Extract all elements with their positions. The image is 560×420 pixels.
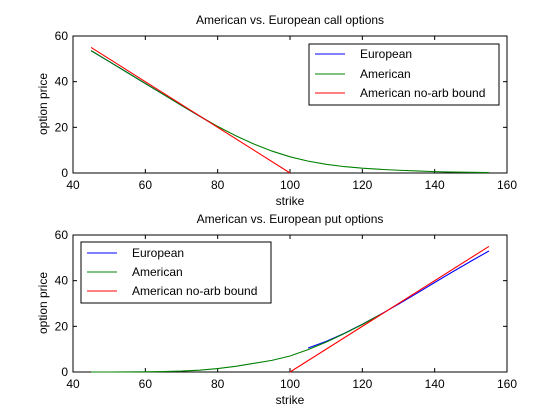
call-y-tick-label: 0 [61,166,68,180]
call-x-tick-label: 80 [211,178,225,192]
put-chart-title: American vs. European put options [197,212,384,226]
put-x-axis-label: strike [276,393,305,407]
call-legend-label-european: European [360,47,412,61]
call-series-line-american [90,50,489,174]
put-series-line-noarb [289,245,490,373]
call-series-line-noarb [90,46,291,174]
call-legend-label-american: American [360,67,411,81]
put-x-tick-label: 120 [352,377,372,391]
put-x-tick-label: 160 [497,377,517,391]
call-x-tick-label: 100 [280,178,300,192]
put-legend-label-noarb: American no-arb bound [132,284,257,298]
put-legend-label-american: American [132,265,183,279]
put-legend: European American American no-arb bound [80,241,272,304]
put-series-group [91,245,490,373]
put-y-tick-label: 40 [55,274,69,288]
put-x-tick-label: 140 [425,377,445,391]
call-y-axis-label: option price [36,73,50,135]
call-x-tick-label: 40 [66,178,80,192]
put-series-line-american [91,313,381,373]
put-y-tick-label: 20 [55,319,69,333]
call-series-group [90,46,489,174]
put-x-tick-label: 60 [139,377,153,391]
put-x-tick-label: 80 [211,377,225,391]
put-y-tick-label: 60 [55,228,69,242]
call-chart-title: American vs. European call options [196,13,384,27]
put-legend-label-european: European [132,246,184,260]
call-x-tick-label: 160 [497,178,517,192]
call-x-tick-label: 60 [139,178,153,192]
call-x-tick-label: 140 [425,178,445,192]
call-y-tick-label: 20 [55,120,69,134]
call-y-tick-label: 60 [55,29,69,43]
call-legend: European American American no-arb bound [308,43,500,106]
put-y-axis-label: option price [36,272,50,334]
call-options-subplot: American vs. European call options 40 60 8… [36,13,517,208]
put-y-tick-label: 0 [61,365,68,379]
call-y-tick-label: 40 [55,75,69,89]
put-axis-ticks: 40 60 80 100 120 140 160 0 20 40 60 [55,228,518,391]
call-x-axis-label: strike [276,194,305,208]
call-x-tick-label: 120 [352,178,372,192]
put-x-tick-label: 40 [66,377,80,391]
put-options-subplot: American vs. European put options 40 60 80… [36,212,517,407]
call-legend-label-noarb: American no-arb bound [360,86,485,100]
put-x-tick-label: 100 [280,377,300,391]
call-axis-ticks: 40 60 80 100 120 140 160 0 20 40 60 [55,29,518,192]
